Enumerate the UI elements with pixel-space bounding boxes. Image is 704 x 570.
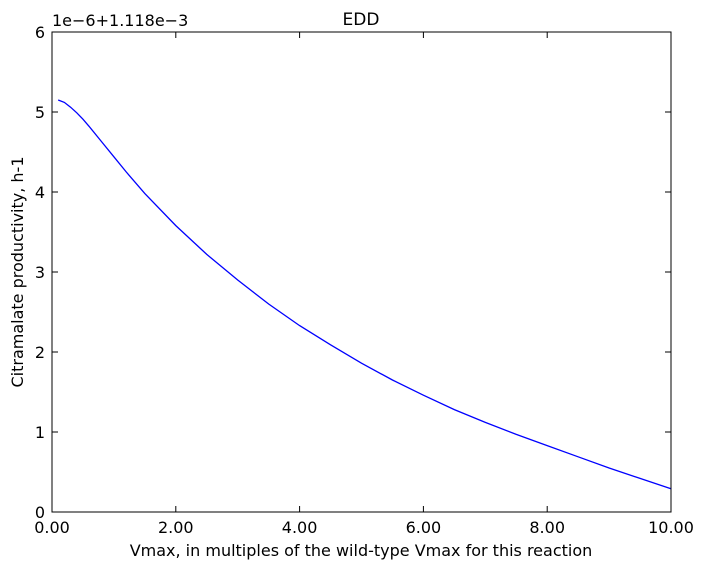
y-axis-label: Citramalate productivity, h-1: [8, 156, 27, 387]
y-tick-label: 6: [35, 23, 45, 42]
y-tick-label: 1: [35, 423, 45, 442]
chart-title: EDD: [343, 10, 380, 30]
x-tick-label: 8.00: [529, 518, 565, 537]
x-tick-label: 4.00: [282, 518, 318, 537]
series-line-0: [57, 99, 672, 490]
y-tick-label: 4: [35, 183, 45, 202]
x-tick-label: 0.00: [34, 518, 70, 537]
x-axis-label: Vmax, in multiples of the wild-type Vmax…: [130, 541, 593, 560]
y-tick-label: 3: [35, 263, 45, 282]
x-tick-label: 10.00: [648, 518, 694, 537]
y-tick-label: 0: [35, 503, 45, 522]
y-tick-label: 2: [35, 343, 45, 362]
y-tick-label: 5: [35, 103, 45, 122]
x-tick-label: 6.00: [406, 518, 442, 537]
y-offset-text: 1e−6+1.118e−3: [52, 11, 188, 30]
x-tick-label: 2.00: [158, 518, 194, 537]
